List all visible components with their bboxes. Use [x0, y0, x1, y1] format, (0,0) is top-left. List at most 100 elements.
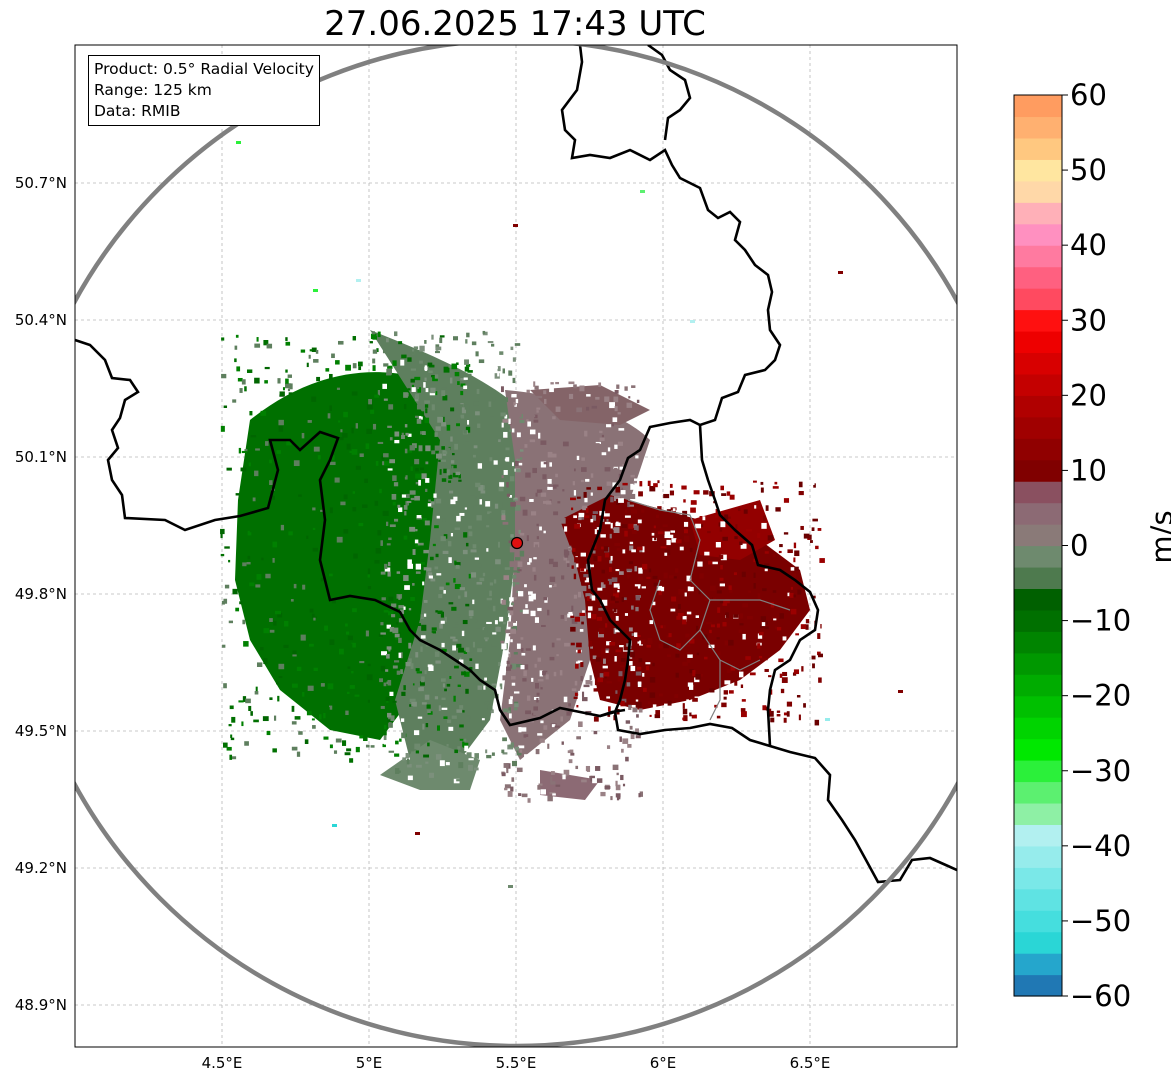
- echo-pixel: [529, 429, 536, 435]
- echo-pixel: [427, 362, 433, 367]
- echo-pixel: [320, 509, 324, 512]
- echo-pixel: [580, 516, 585, 520]
- echo-pixel: [464, 507, 468, 510]
- colorbar-tick-label: −60: [1070, 979, 1131, 1013]
- echo-pixel: [571, 618, 578, 624]
- echo-pixel: [441, 642, 445, 648]
- echo-pixel: [585, 732, 590, 738]
- echo-pixel: [465, 339, 468, 344]
- echo-pixel: [637, 576, 644, 581]
- echo-pixel: [491, 752, 495, 756]
- echo-pixel: [370, 333, 377, 340]
- echo-pixel: [733, 614, 739, 618]
- echo-pixel: [406, 500, 412, 504]
- echo-pixel: [468, 764, 473, 771]
- echo-pixel: [441, 707, 448, 710]
- echo-pixel: [386, 624, 392, 629]
- echo-pixel: [519, 532, 525, 536]
- echo-pixel: [451, 465, 454, 472]
- echo-pixel: [593, 768, 597, 774]
- echo-pixel: [272, 541, 278, 548]
- echo-pixel: [717, 651, 721, 656]
- echo-pixel: [501, 643, 507, 650]
- colorbar-segment: [1014, 223, 1062, 246]
- echo-pixel: [220, 553, 225, 557]
- echo-pixel: [386, 543, 391, 546]
- echo-pixel: [442, 395, 448, 401]
- echo-pixel: [328, 573, 333, 577]
- echo-pixel: [315, 349, 319, 354]
- echo-pixel: [542, 670, 548, 676]
- echo-pixel: [583, 574, 589, 578]
- echo-pixel: [618, 671, 623, 677]
- echo-pixel: [456, 362, 459, 365]
- colorbar-segment: [1014, 781, 1062, 804]
- echo-pixel: [735, 524, 738, 530]
- echo-pixel: [616, 548, 621, 551]
- echo-pixel: [425, 408, 428, 414]
- echo-pixel: [458, 762, 464, 769]
- echo-pixel: [540, 720, 544, 724]
- echo-pixel: [607, 578, 612, 585]
- echo-pixel: [549, 387, 554, 393]
- echo-pixel: [678, 588, 684, 595]
- echo-pixel: [448, 557, 452, 564]
- echo-pixel: [392, 627, 399, 634]
- echo-pixel: [598, 607, 605, 611]
- colorbar-segment: [1014, 974, 1062, 997]
- echo-pixel: [468, 758, 474, 761]
- echo-pixel: [490, 709, 494, 714]
- echo-outbound-scatter: [690, 500, 775, 560]
- echo-pixel: [536, 395, 543, 399]
- echo-pixel: [409, 526, 416, 532]
- echo-pixel: [430, 501, 435, 505]
- echo-pixel: [578, 512, 585, 518]
- colorbar-segment: [1014, 824, 1062, 847]
- echo-pixel: [232, 399, 237, 403]
- echo-pixel: [424, 670, 427, 675]
- echo-pixel: [770, 689, 773, 695]
- echo-pixel: [382, 349, 387, 354]
- echo-pixel: [494, 503, 499, 509]
- echo-pixel: [728, 690, 734, 694]
- echo-pixel: [335, 583, 340, 589]
- echo-pixel: [540, 682, 546, 688]
- echo-pixel: [571, 688, 577, 692]
- echo-pixel: [572, 548, 576, 554]
- echo-pixel: [525, 648, 531, 651]
- echo-pixel: [543, 513, 550, 519]
- echo-pixel: [493, 579, 497, 584]
- echo-pixel: [241, 721, 244, 727]
- map-title: 27.06.2025 17:43 UTC: [324, 4, 706, 44]
- echo-pixel: [805, 654, 809, 660]
- echo-pixel: [477, 463, 483, 469]
- echo-pixel: [593, 716, 599, 722]
- echo-pixel: [448, 691, 454, 696]
- echo-pixel: [249, 410, 253, 416]
- echo-pixel: [493, 460, 498, 465]
- echo-pixel: [439, 586, 444, 590]
- echo-pixel: [580, 552, 586, 557]
- echo-pixel: [515, 456, 521, 459]
- echo-pixel: [582, 610, 585, 615]
- echo-pixel: [410, 597, 415, 602]
- echo-pixel: [630, 474, 635, 478]
- echo-pixel: [669, 490, 675, 496]
- lon-tick-label: 6.5°E: [790, 1054, 831, 1072]
- colorbar-segment: [1014, 867, 1062, 890]
- echo-pixel: [459, 512, 465, 516]
- echo-pixel: [617, 590, 620, 593]
- echo-pixel: [477, 685, 483, 690]
- echo-pixel: [658, 590, 662, 596]
- echo-pixel: [436, 453, 442, 459]
- echo-pixel: [684, 592, 687, 597]
- echo-pixel: [635, 728, 639, 734]
- echo-pixel: [770, 717, 775, 723]
- echo-pixel: [724, 680, 731, 685]
- echo-pixel: [506, 482, 509, 488]
- echo-pixel: [753, 582, 756, 589]
- echo-pixel: [618, 428, 625, 431]
- echo-pixel: [585, 478, 590, 482]
- echo-pixel: [450, 436, 453, 442]
- echo-pixel: [564, 615, 568, 622]
